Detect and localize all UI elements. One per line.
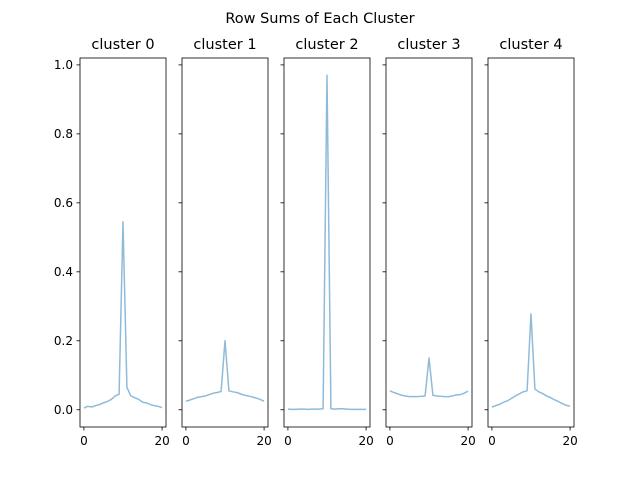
x-tick-label: 20: [460, 434, 475, 448]
panel-title: cluster 3: [397, 37, 460, 53]
axes-frame: [181, 57, 269, 428]
series-line: [185, 340, 265, 402]
y-tick-label: 0.8: [54, 127, 73, 141]
x-tick-label: 0: [80, 434, 88, 448]
y-tick-label: 0.2: [54, 334, 73, 348]
panel-cluster-1: cluster 1 0 20: [178, 37, 272, 448]
x-tick-label: 20: [562, 434, 577, 448]
panel-title: cluster 0: [91, 37, 154, 53]
axes-frame: [79, 57, 167, 428]
panel-cluster-2: cluster 2 0 20: [280, 37, 374, 448]
axes-frame: [385, 57, 473, 428]
x-tick-label: 0: [386, 434, 394, 448]
axes-frame: [283, 57, 371, 428]
panel-title: cluster 2: [295, 37, 358, 53]
x-tick-label: 0: [488, 434, 496, 448]
panel-cluster-3: cluster 3 0 20: [382, 37, 476, 448]
series-line: [83, 221, 163, 409]
x-tick-label: 0: [182, 434, 190, 448]
figure-title: Row Sums of Each Cluster: [225, 11, 414, 27]
panels: cluster 0 0 20 0.0 0.2 0.4 0.6 0.8 1.0 cluster 1 0…: [54, 37, 578, 448]
y-tick-label: 0.0: [54, 403, 73, 417]
x-tick-label: 0: [284, 434, 292, 448]
panel-cluster-4: cluster 4 0 20: [484, 37, 578, 448]
series-line: [287, 74, 367, 411]
series-line: [491, 313, 571, 408]
x-tick-label: 20: [358, 434, 373, 448]
axes-frame: [487, 57, 575, 428]
series-line: [389, 357, 469, 398]
y-tick-label: 0.6: [54, 196, 73, 210]
x-tick-label: 20: [256, 434, 271, 448]
y-tick-label: 0.4: [54, 265, 73, 279]
x-tick-label: 20: [154, 434, 169, 448]
panel-title: cluster 1: [193, 37, 256, 53]
panel-cluster-0: cluster 0 0 20 0.0 0.2 0.4 0.6 0.8 1.0: [54, 37, 170, 448]
panel-title: cluster 4: [499, 37, 562, 53]
y-tick-label: 1.0: [54, 58, 73, 72]
